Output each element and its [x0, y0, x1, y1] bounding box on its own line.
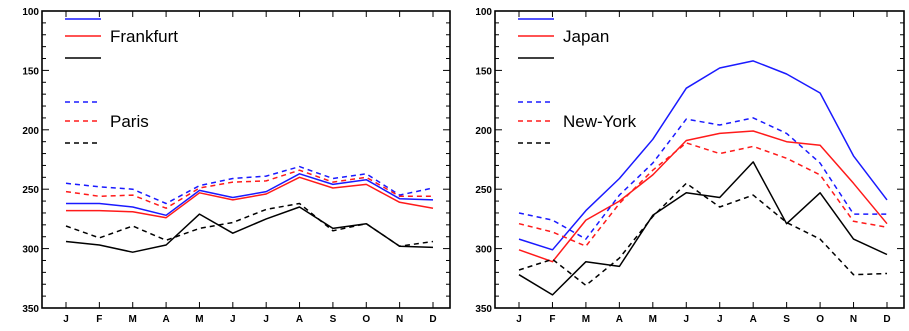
x-tick-label: J: [230, 314, 236, 325]
y-tick-label: 250: [22, 185, 39, 196]
x-tick-label: N: [396, 314, 403, 325]
x-tick-label: F: [549, 314, 555, 325]
y-tick-label: 100: [22, 7, 39, 18]
legend-label: New-York: [563, 112, 637, 131]
y-tick-label: 350: [475, 304, 492, 315]
x-tick-label: M: [129, 314, 137, 325]
y-tick-label: 150: [22, 66, 39, 77]
y-tick-label: 150: [475, 66, 492, 77]
x-tick-label: S: [783, 314, 790, 325]
x-tick-label: D: [429, 314, 436, 325]
x-tick-label: D: [883, 314, 890, 325]
chart-panel-left: 100 150 200 250 300 350 J F M A M J J A S O N D Frankfurt P…: [22, 7, 451, 325]
y-tick-label: 250: [475, 185, 492, 196]
series-line-red-solid: [518, 130, 888, 263]
y-tick-label: 200: [475, 126, 492, 137]
legend-label: Frankfurt: [110, 27, 178, 46]
x-tick-label: O: [362, 314, 370, 325]
series-line-black-solid: [518, 161, 888, 296]
x-tick-label: M: [649, 314, 657, 325]
y-tick-label: 300: [22, 245, 39, 256]
x-tick-label: O: [816, 314, 824, 325]
series-line-red-dashed: [65, 169, 433, 209]
x-tick-label: J: [516, 314, 522, 325]
x-tick-label: A: [750, 314, 757, 325]
series-line-black-dashed: [65, 202, 434, 247]
x-tick-label: J: [717, 314, 723, 325]
x-tick-label: M: [582, 314, 590, 325]
x-tick-label: F: [96, 314, 102, 325]
series-line-red-dashed: [518, 142, 888, 247]
plot-frame: [41, 10, 451, 309]
series-line-blue-dashed: [518, 117, 887, 240]
series-line-blue-solid: [66, 173, 434, 217]
legend-label: Paris: [110, 112, 149, 131]
x-tick-label: S: [330, 314, 337, 325]
x-tick-label: N: [850, 314, 857, 325]
series-line-blue-solid: [518, 60, 888, 251]
x-tick-label: A: [616, 314, 623, 325]
x-tick-label: J: [263, 314, 269, 325]
x-tick-label: M: [195, 314, 203, 325]
series-line-black-solid: [65, 206, 434, 253]
chart-panel-right: 100 150 200 250 300 350 J F M A M J J A S O N D Japan New-Y…: [475, 7, 905, 325]
y-tick-label: 350: [22, 304, 39, 315]
series-line-blue-dashed: [65, 165, 434, 205]
x-tick-label: A: [162, 314, 169, 325]
series-line-red-solid: [66, 176, 434, 219]
plot-frame: [494, 10, 905, 309]
x-tick-label: J: [683, 314, 689, 325]
x-tick-label: J: [63, 314, 69, 325]
y-tick-label: 300: [475, 245, 492, 256]
x-tick-label: A: [296, 314, 303, 325]
legend-label: Japan: [563, 27, 609, 46]
y-tick-label: 200: [22, 126, 39, 137]
y-tick-label: 100: [475, 7, 492, 18]
